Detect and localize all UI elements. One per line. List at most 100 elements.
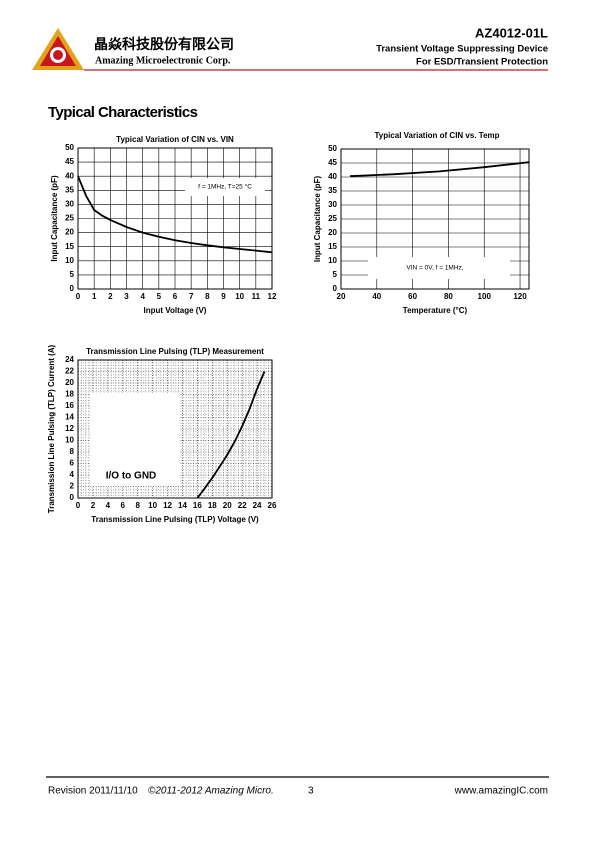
y-tick-label: 0 [70, 493, 75, 502]
plot-frame [340, 148, 530, 290]
x-axis-label: Transmission Line Pulsing (TLP) Voltage … [91, 515, 259, 524]
y-axis-label: Input Capacitance (pF) [313, 176, 322, 263]
chart-title: Transmission Line Pulsing (TLP) Measurem… [86, 347, 264, 356]
x-tick-label: 0 [76, 292, 81, 301]
y-tick-label: 6 [70, 459, 75, 468]
annotation-box [368, 257, 510, 279]
x-tick-label: 7 [189, 292, 194, 301]
x-tick-label: 4 [140, 292, 145, 301]
x-tick-label: 10 [235, 292, 244, 301]
y-tick-label: 4 [70, 470, 75, 479]
y-tick-label: 25 [328, 214, 337, 223]
x-tick-label: 60 [408, 292, 417, 301]
plot-frame [77, 147, 273, 290]
part-number: AZ4012-01L [475, 25, 548, 40]
x-tick-label: 10 [148, 501, 157, 510]
y-tick-label: 24 [65, 355, 74, 364]
logo [32, 28, 84, 70]
data-line [77, 175, 273, 254]
y-tick-label: 12 [65, 424, 74, 433]
y-tick-label: 10 [65, 256, 74, 265]
data-line [196, 371, 266, 499]
y-tick-label: 50 [65, 143, 74, 152]
x-tick-label: 80 [444, 292, 453, 301]
y-tick-label: 20 [65, 228, 74, 237]
x-tick-label: 8 [205, 292, 210, 301]
x-tick-label: 6 [121, 501, 126, 510]
y-tick-label: 15 [65, 242, 74, 251]
y-tick-label: 30 [65, 200, 74, 209]
y-tick-label: 35 [328, 186, 337, 195]
y-tick-label: 16 [65, 401, 74, 410]
annotation-box [90, 393, 180, 486]
x-tick-label: 16 [193, 501, 202, 510]
y-tick-label: 40 [65, 171, 74, 180]
x-tick-label: 9 [221, 292, 226, 301]
y-axis-label: Transmission Line Pulsing (TLP) Current … [47, 344, 56, 513]
x-tick-label: 6 [173, 292, 178, 301]
url: www.amazingIC.com [454, 786, 548, 797]
data-line [349, 161, 530, 178]
x-tick-label: 100 [478, 292, 492, 301]
y-tick-label: 40 [328, 172, 337, 181]
x-tick-label: 3 [124, 292, 129, 301]
x-tick-label: 11 [252, 292, 261, 301]
annotation-box [185, 178, 265, 196]
y-tick-label: 22 [65, 367, 74, 376]
y-tick-label: 10 [65, 436, 74, 445]
y-tick-label: 14 [65, 413, 74, 422]
annotation: VIN = 0V, f = 1MHz, [406, 265, 463, 272]
y-tick-label: 18 [65, 390, 74, 399]
x-tick-label: 120 [513, 292, 527, 301]
x-tick-label: 20 [337, 292, 346, 301]
y-tick-label: 0 [333, 284, 338, 293]
y-tick-label: 0 [70, 284, 75, 293]
section-title: Typical Characteristics [48, 104, 198, 121]
copyright: ©2011-2012 Amazing Micro. [148, 786, 274, 797]
x-tick-label: 1 [92, 292, 97, 301]
plot-frame [77, 359, 273, 499]
x-tick-label: 2 [91, 501, 96, 510]
x-tick-label: 40 [372, 292, 381, 301]
description: For ESD/Transient Protection [416, 57, 548, 68]
annotation: f = 1MHz, T=25 °C [198, 183, 252, 191]
x-axis-label: Temperature (°C) [403, 306, 468, 315]
y-tick-label: 2 [70, 482, 75, 491]
x-tick-label: 2 [108, 292, 113, 301]
x-axis-label: Input Voltage (V) [144, 306, 207, 315]
x-tick-label: 12 [163, 501, 172, 510]
y-tick-label: 20 [328, 228, 337, 237]
x-tick-label: 14 [178, 501, 187, 510]
y-tick-label: 45 [65, 157, 74, 166]
y-tick-label: 35 [65, 185, 74, 194]
chart-title: Typical Variation of CIN vs. VIN [116, 135, 234, 144]
x-tick-label: 8 [135, 501, 140, 510]
y-tick-label: 10 [328, 256, 337, 265]
company-en: Amazing Microelectronic Corp. [95, 55, 231, 66]
x-tick-label: 18 [208, 501, 217, 510]
x-tick-label: 20 [223, 501, 232, 510]
y-tick-label: 20 [65, 378, 74, 387]
revision: Revision 2011/11/10 [48, 786, 138, 797]
y-axis-label: Input Capacitance (pF) [50, 175, 59, 262]
x-tick-label: 12 [268, 292, 277, 301]
x-tick-label: 22 [238, 501, 247, 510]
x-tick-label: 24 [253, 501, 262, 510]
y-tick-label: 8 [70, 447, 75, 456]
company-cn: 晶焱科技股份有限公司 [94, 36, 234, 53]
annotation: I/O to GND [106, 471, 157, 482]
y-tick-label: 45 [328, 158, 337, 167]
chart-title: Typical Variation of CIN vs. Temp [374, 131, 499, 140]
x-tick-label: 5 [157, 292, 162, 301]
y-tick-label: 5 [70, 270, 75, 279]
description: Transient Voltage Suppressing Device [376, 44, 548, 55]
x-tick-label: 26 [268, 501, 277, 510]
y-tick-label: 30 [328, 200, 337, 209]
y-tick-label: 25 [65, 214, 74, 223]
y-tick-label: 50 [328, 144, 337, 153]
y-tick-label: 5 [333, 270, 338, 279]
page-number: 3 [308, 786, 314, 797]
x-tick-label: 4 [106, 501, 111, 510]
y-tick-label: 15 [328, 242, 337, 251]
